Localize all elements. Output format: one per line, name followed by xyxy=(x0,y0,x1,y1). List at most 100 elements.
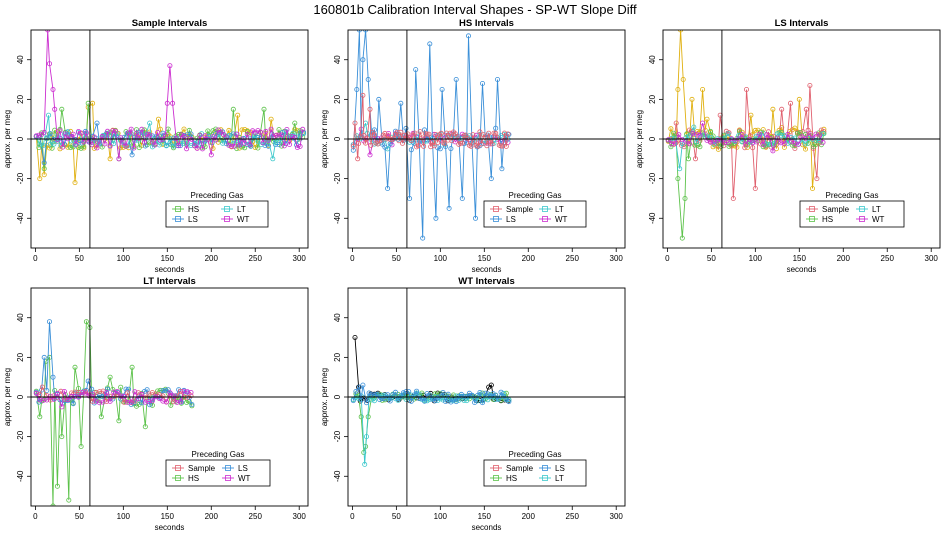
data-point xyxy=(90,398,96,404)
data-point xyxy=(445,137,451,143)
data-point xyxy=(188,393,194,399)
data-point xyxy=(779,125,785,131)
data-point xyxy=(792,135,798,141)
data-point xyxy=(506,399,512,405)
series-line xyxy=(352,391,510,453)
data-point xyxy=(170,143,176,149)
legend-entry-ls: LS xyxy=(490,215,516,224)
x-tick-label: 150 xyxy=(478,512,492,521)
data-point xyxy=(290,130,296,136)
data-point xyxy=(371,398,377,404)
data-point xyxy=(168,402,174,408)
data-point xyxy=(414,388,420,394)
data-point xyxy=(718,143,724,149)
x-tick-label: 150 xyxy=(161,512,175,521)
data-point xyxy=(722,140,728,146)
data-point xyxy=(382,144,388,150)
data-point xyxy=(673,120,679,126)
legend-label: LS xyxy=(188,215,198,224)
data-point xyxy=(426,131,432,137)
data-point xyxy=(139,391,145,397)
data-point xyxy=(391,135,397,141)
data-point xyxy=(682,195,688,201)
data-point xyxy=(431,143,437,149)
data-point xyxy=(443,398,449,404)
legend-label: WT xyxy=(238,474,251,483)
data-point xyxy=(429,139,435,145)
data-point xyxy=(279,130,285,136)
data-point xyxy=(499,166,505,172)
series-wt xyxy=(665,120,826,154)
data-point xyxy=(118,393,124,399)
data-point xyxy=(693,139,699,145)
data-point xyxy=(51,141,57,147)
data-point xyxy=(33,133,39,139)
data-point xyxy=(292,120,298,126)
legend-label: Sample xyxy=(506,464,534,473)
data-point xyxy=(488,176,494,182)
data-point xyxy=(213,137,219,143)
x-tick-label: 100 xyxy=(117,512,131,521)
data-point xyxy=(129,364,135,370)
data-point xyxy=(435,395,441,401)
x-tick-label: 150 xyxy=(478,254,492,263)
data-point xyxy=(178,132,184,138)
data-point xyxy=(752,185,758,191)
data-point xyxy=(149,139,155,145)
data-point xyxy=(779,129,785,135)
data-point xyxy=(757,131,763,137)
data-point xyxy=(459,195,465,201)
data-point xyxy=(192,143,198,149)
data-point xyxy=(479,141,485,147)
data-point xyxy=(242,140,248,146)
data-point xyxy=(363,400,369,406)
x-axis-label: seconds xyxy=(472,523,502,532)
data-point xyxy=(47,319,53,325)
legend-box xyxy=(483,200,587,228)
data-point xyxy=(675,87,681,93)
data-point xyxy=(412,130,418,136)
data-point xyxy=(788,100,794,106)
data-point xyxy=(69,390,75,396)
data-point xyxy=(796,96,802,102)
data-point xyxy=(162,388,168,394)
data-point xyxy=(360,382,366,388)
y-tick-label: -40 xyxy=(333,212,342,224)
x-tick-label: 250 xyxy=(249,512,263,521)
data-point xyxy=(453,77,459,83)
data-point xyxy=(484,143,490,149)
data-point xyxy=(408,138,414,144)
data-point xyxy=(59,106,65,112)
legend-entry-wt: WT xyxy=(856,215,885,224)
data-point xyxy=(718,137,724,143)
panel-wt-intervals: WT Intervals 0 50 100 150 200 250 300 -40 -20 0 20 4… xyxy=(320,276,626,532)
data-point xyxy=(405,131,411,137)
data-point xyxy=(367,152,373,158)
legend-swatch-marker xyxy=(224,206,230,212)
data-point xyxy=(491,130,497,136)
data-point xyxy=(39,384,45,390)
data-point xyxy=(792,125,798,131)
data-point xyxy=(125,390,131,396)
data-point xyxy=(398,129,404,135)
data-point xyxy=(668,144,674,150)
y-tick-label: -20 xyxy=(16,430,25,442)
x-axis-label: seconds xyxy=(787,265,817,274)
data-point xyxy=(686,141,692,147)
data-point xyxy=(807,83,813,89)
legend-entry-ls: LS xyxy=(172,215,198,224)
legend-label: HS xyxy=(188,205,199,214)
data-point xyxy=(753,139,759,145)
data-point xyxy=(188,131,194,137)
data-point xyxy=(177,399,183,405)
data-point xyxy=(367,106,373,112)
data-point xyxy=(164,100,170,106)
data-point xyxy=(795,141,801,147)
data-point xyxy=(72,180,78,186)
data-point xyxy=(379,396,385,402)
data-point xyxy=(41,172,47,178)
data-point xyxy=(806,135,812,141)
x-tick-label: 50 xyxy=(392,512,401,521)
data-point xyxy=(407,195,413,201)
data-point xyxy=(263,128,269,134)
